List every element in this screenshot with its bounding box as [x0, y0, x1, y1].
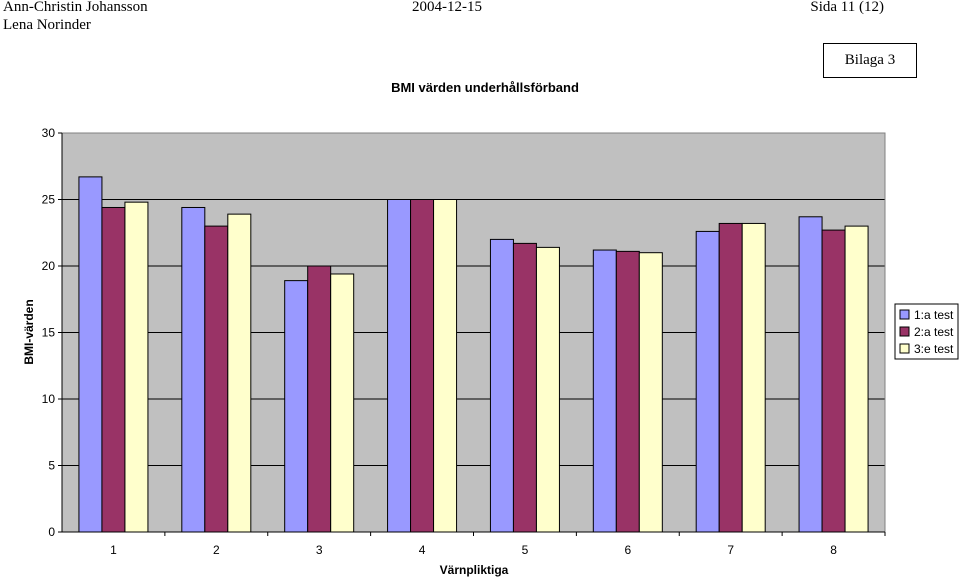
- chart-title: BMI värden underhållsförband: [391, 80, 579, 95]
- bar-3-8: [844, 225, 869, 533]
- y-tick-label: 30: [42, 126, 56, 140]
- bar-3-2: [227, 213, 252, 533]
- appendix-label-box: Bilaga 3: [823, 43, 917, 78]
- legend-swatch-2: [899, 326, 910, 337]
- legend: 1:a test 2:a test 3:e test: [894, 303, 959, 360]
- author-name: Ann-Christin Johansson: [3, 0, 148, 15]
- bar-2-6: [615, 250, 640, 533]
- legend-label-2: 2:a test: [914, 325, 954, 339]
- x-tick-label: 7: [727, 543, 734, 557]
- bar-1-7: [695, 230, 720, 533]
- bar-2-5: [512, 242, 537, 533]
- bar-2-8: [821, 229, 846, 533]
- bar-1-8: [798, 216, 823, 533]
- legend-label-3: 3:e test: [914, 342, 954, 356]
- y-tick-label: 15: [42, 326, 56, 340]
- y-tick-label: 25: [42, 193, 56, 207]
- bar-1-2: [181, 206, 206, 533]
- document-date: 2004-12-15: [412, 0, 482, 15]
- bar-3-6: [638, 252, 663, 533]
- page-number: Sida 11 (12): [810, 0, 884, 15]
- bar-3-4: [433, 199, 458, 533]
- legend-label-1: 1:a test: [914, 308, 954, 322]
- bar-3-1: [124, 201, 149, 533]
- bar-3-7: [741, 222, 766, 533]
- x-axis-label: Värnpliktiga: [440, 563, 509, 577]
- legend-swatch-3: [899, 343, 910, 354]
- legend-swatch-1: [899, 309, 910, 320]
- x-tick-label: 5: [522, 543, 529, 557]
- x-tick-label: 4: [419, 543, 426, 557]
- y-axis-label: BMI-värden: [22, 299, 36, 364]
- y-tick-label: 10: [42, 392, 56, 406]
- x-tick-label: 2: [213, 543, 220, 557]
- bar-1-4: [387, 199, 412, 533]
- bar-1-6: [592, 249, 617, 533]
- x-tick-label: 8: [830, 543, 837, 557]
- y-tick-label: 20: [42, 259, 56, 273]
- co-author-name: Lena Norinder: [3, 17, 91, 33]
- bar-1-1: [78, 176, 103, 533]
- bar-2-7: [718, 222, 743, 533]
- bar-3-5: [535, 246, 560, 533]
- bar-1-5: [489, 238, 514, 533]
- x-tick-label: 3: [316, 543, 323, 557]
- bar-3-3: [330, 273, 355, 533]
- bar-2-4: [410, 199, 435, 533]
- bar-1-3: [284, 280, 309, 533]
- y-tick-label: 0: [48, 525, 55, 539]
- bar-2-3: [307, 265, 332, 533]
- y-tick-label: 5: [48, 459, 55, 473]
- x-tick-label: 6: [624, 543, 631, 557]
- x-tick-label: 1: [110, 543, 117, 557]
- bar-2-2: [204, 225, 229, 533]
- bar-2-1: [101, 206, 126, 533]
